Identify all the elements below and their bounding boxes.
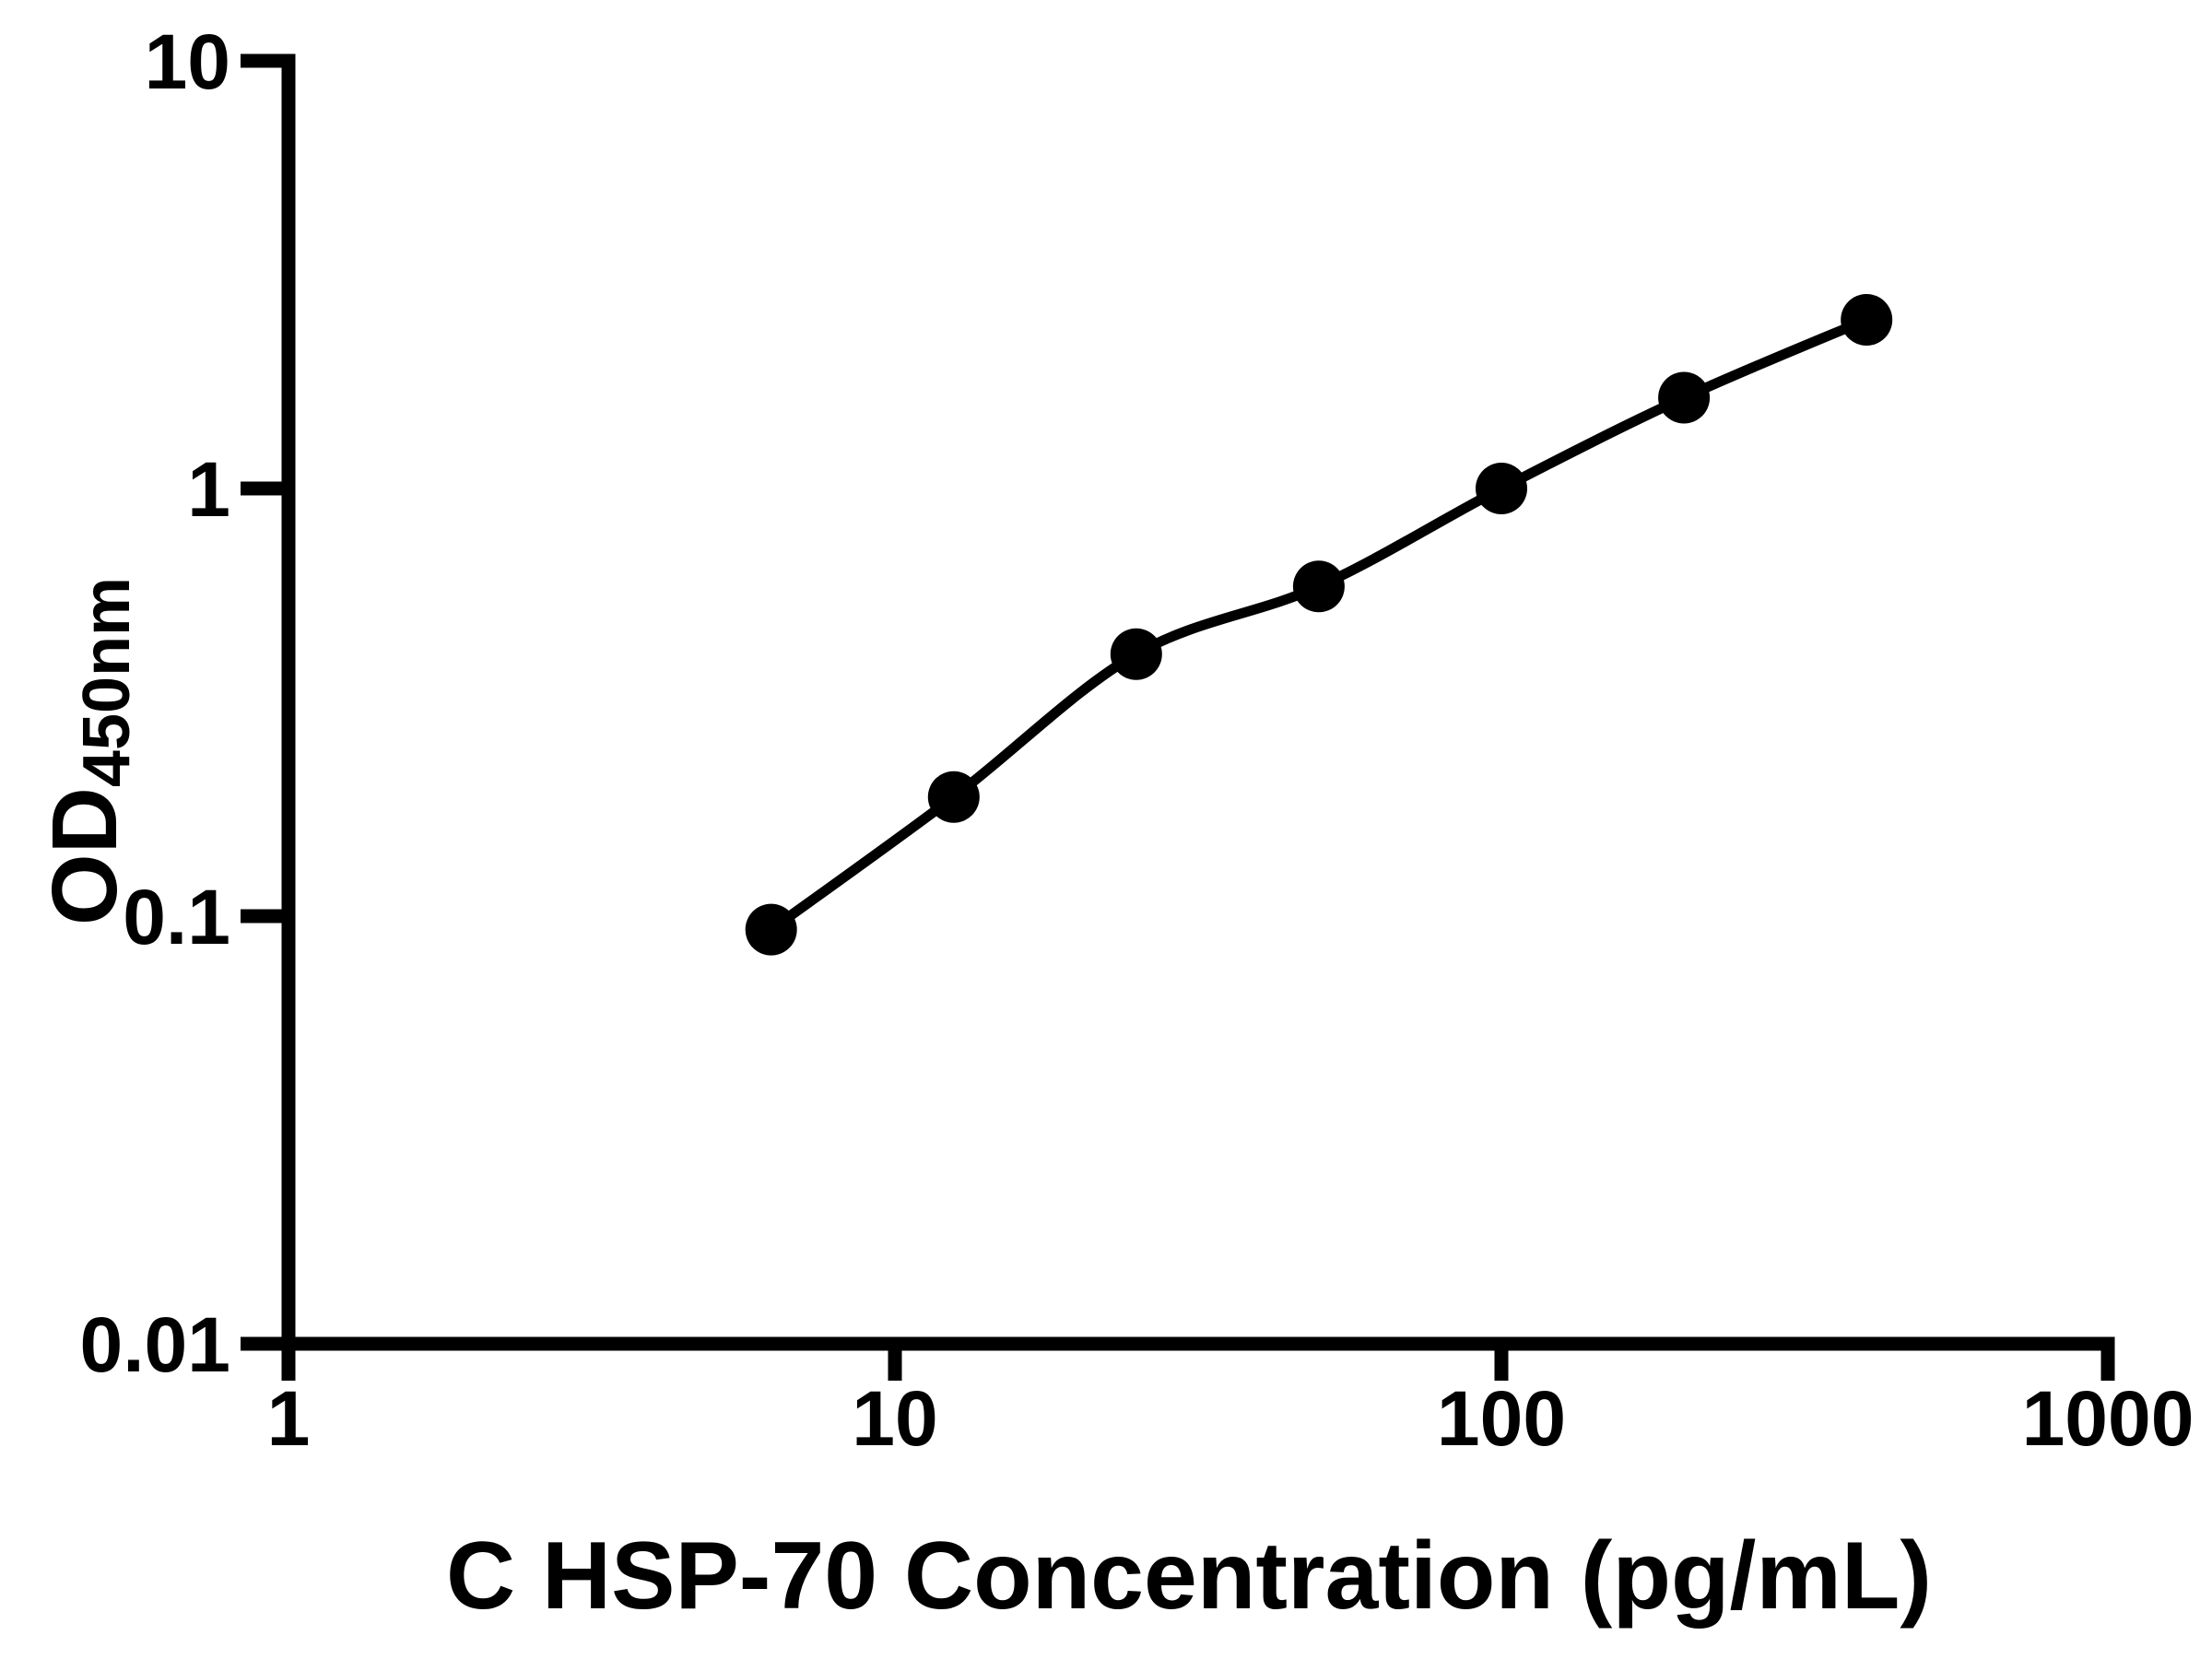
x-tick-label: 1000 bbox=[2022, 1375, 2194, 1462]
x-axis-title: C HSP-70 Concentration (pg/mL) bbox=[446, 1523, 1932, 1630]
tick-layer: 0.01 0.1 1 10 1 10 100 1000 bbox=[80, 18, 2194, 1462]
data-point-marker bbox=[1476, 463, 1527, 514]
axes-layer bbox=[281, 53, 2115, 1380]
data-point-marker bbox=[1292, 560, 1345, 613]
data-point-marker bbox=[927, 771, 980, 823]
x-tick-label: 1 bbox=[267, 1375, 311, 1462]
y-tick-label: 0.01 bbox=[80, 1301, 231, 1388]
y-axis-title-main: OD bbox=[33, 787, 136, 925]
x-tick-label: 100 bbox=[1437, 1375, 1566, 1462]
data-point-marker bbox=[1841, 294, 1893, 346]
y-tick-label: 10 bbox=[145, 18, 230, 105]
y-tick-label: 0.1 bbox=[123, 874, 230, 960]
y-tick-label: 1 bbox=[187, 446, 230, 533]
y-axis-title: OD450nm bbox=[33, 577, 144, 925]
data-point-marker bbox=[745, 903, 797, 956]
data-layer bbox=[745, 294, 1893, 956]
y-axis-title-sub: 450nm bbox=[70, 577, 144, 787]
x-tick-label: 10 bbox=[852, 1375, 937, 1462]
data-point-marker bbox=[1110, 628, 1162, 680]
data-point-marker bbox=[1658, 371, 1711, 424]
